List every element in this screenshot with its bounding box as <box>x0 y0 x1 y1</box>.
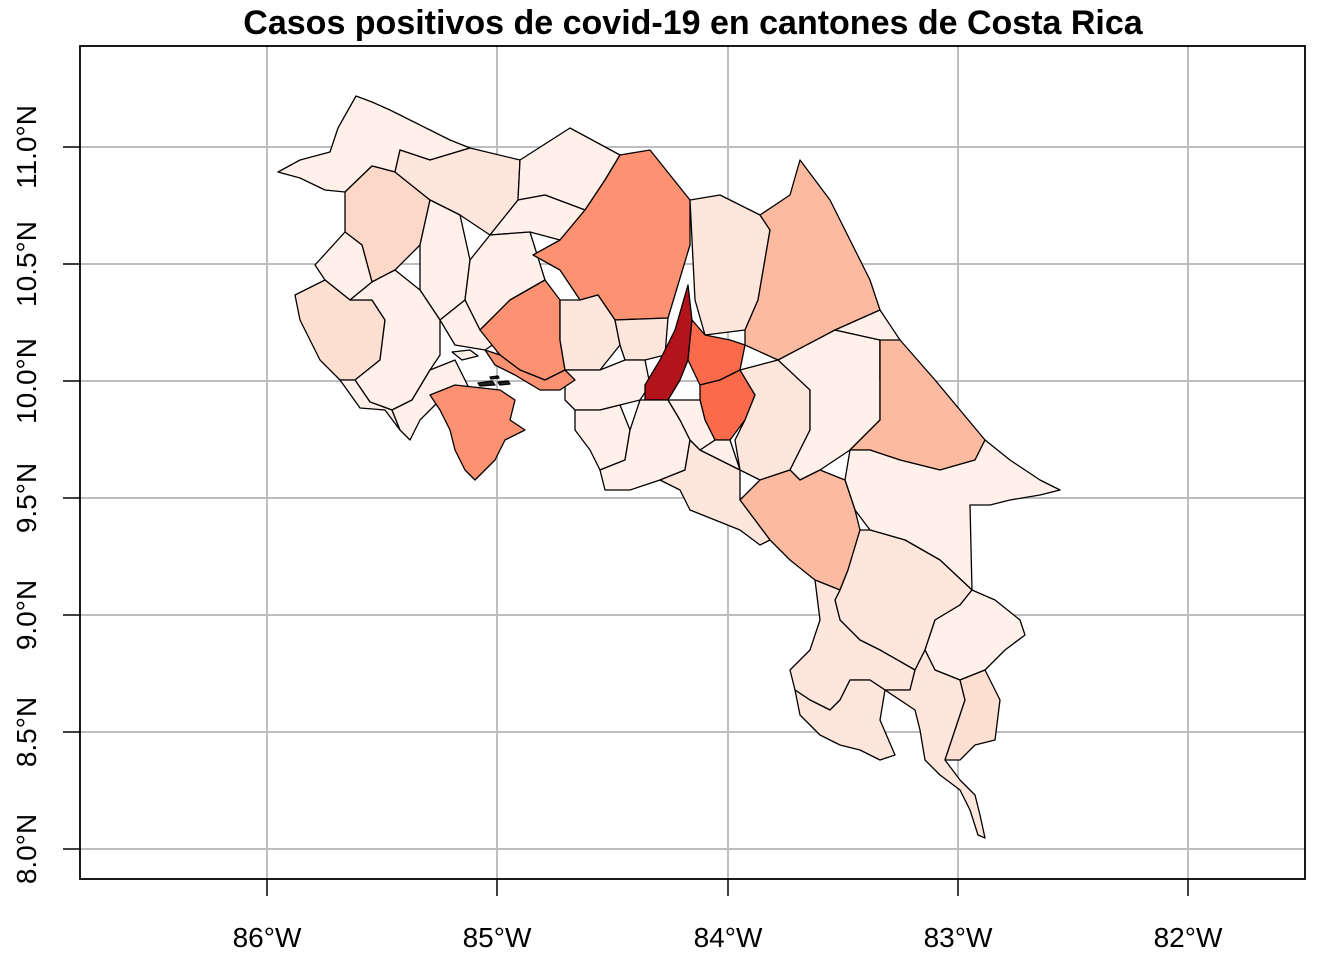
x-tick-label: 86°W <box>233 922 302 953</box>
x-axis: 86°W 85°W 84°W 83°W 82°W <box>233 879 1223 953</box>
canton-corredores <box>944 669 1001 761</box>
map-title: Casos positivos de covid-19 en cantones … <box>243 4 1143 42</box>
gulf-islands <box>451 349 511 387</box>
canton-puntarenas-peninsula <box>429 384 526 481</box>
island-caballo <box>497 380 511 386</box>
y-tick-label: 10.0°N <box>11 338 42 424</box>
x-tick-label: 84°W <box>694 922 763 953</box>
y-tick-label: 8.0°N <box>11 814 42 884</box>
canton-zarcero <box>614 317 669 361</box>
island-venado <box>489 375 500 380</box>
canton-polygons <box>277 95 1061 839</box>
y-tick-label: 9.0°N <box>11 580 42 650</box>
canton-la-cruz <box>277 95 471 193</box>
plot-frame <box>79 45 1306 880</box>
x-tick-label: 83°W <box>924 922 993 953</box>
y-tick-label: 8.5°N <box>11 697 42 767</box>
canton-garabito <box>574 404 631 471</box>
x-tick-label: 82°W <box>1154 922 1223 953</box>
y-tick-label: 11.0°N <box>11 105 42 189</box>
x-tick-label: 85°W <box>463 922 532 953</box>
y-tick-label: 10.5°N <box>11 221 42 307</box>
canton-osa-peninsula <box>794 679 896 761</box>
canton-puntarenas-strip <box>484 349 576 391</box>
canton-golfito <box>884 649 986 839</box>
island-san-lucas <box>477 380 496 387</box>
canton-san-ramon <box>559 294 621 371</box>
graticule <box>80 46 1305 879</box>
y-tick-label: 9.5°N <box>11 463 42 533</box>
y-axis: 8.0°N 8.5°N 9.0°N 9.5°N 10.0°N 10.5°N 11… <box>11 105 80 884</box>
island-chira <box>451 349 479 361</box>
canton-tarrazu <box>667 399 716 451</box>
